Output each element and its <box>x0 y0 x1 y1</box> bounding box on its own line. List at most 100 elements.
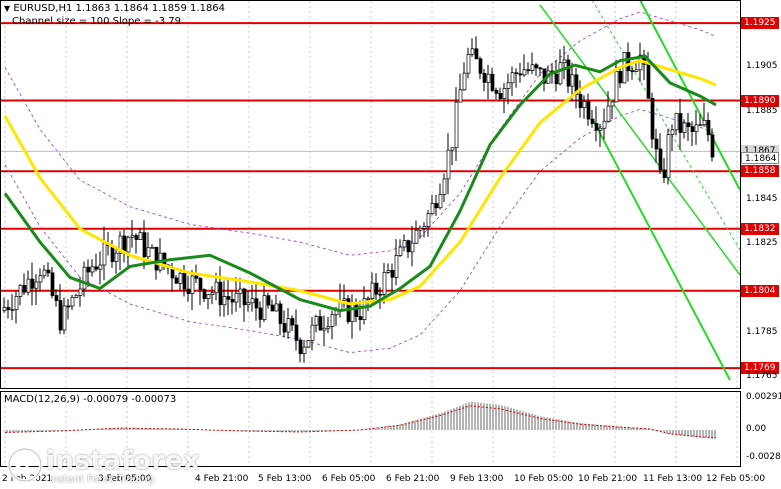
macd-bar <box>489 403 491 430</box>
candle-body <box>246 302 251 306</box>
candle-body <box>598 127 603 131</box>
macd-bar <box>441 412 443 430</box>
candle-body <box>302 346 307 355</box>
macd-bar <box>45 430 47 432</box>
macd-bar <box>480 402 482 430</box>
channel-info: Channel size = 100 Slope = -3.79 <box>12 16 181 27</box>
macd-bar <box>351 430 353 431</box>
candle-body <box>450 147 455 151</box>
time-tick: 6 Feb 21:00 <box>386 474 440 484</box>
candle-body <box>534 64 539 69</box>
candle-body <box>118 235 123 254</box>
macd-bar <box>534 414 536 430</box>
moving-averages <box>3 54 717 313</box>
candle-body <box>98 264 103 270</box>
macd-bar <box>507 407 509 430</box>
time-tick: 10 Feb 21:00 <box>578 474 638 484</box>
candle-body <box>586 101 591 120</box>
candle-body <box>190 275 195 294</box>
candle-body <box>206 294 211 300</box>
candle-body <box>382 272 387 295</box>
candle-body <box>146 247 151 258</box>
macd-bar <box>3 430 5 431</box>
candle-body <box>690 126 695 132</box>
price-pane-border <box>0 0 741 389</box>
candle-body <box>322 327 327 331</box>
candle-body <box>426 213 431 227</box>
macd-bar <box>642 428 644 430</box>
macd-bar <box>222 430 224 431</box>
macd-bar <box>243 430 245 432</box>
ma-yellow-line <box>3 59 717 306</box>
candle-body <box>506 82 511 89</box>
level-label: 1.1864 <box>741 152 779 164</box>
candle-body <box>50 272 55 296</box>
candle-body <box>234 292 239 303</box>
candle-body <box>14 296 19 310</box>
macd-bar <box>576 422 578 430</box>
macd-bar <box>669 430 671 435</box>
candle-body <box>54 295 59 301</box>
candle-body <box>34 281 39 289</box>
channel-upper <box>539 4 741 276</box>
candle-body <box>306 340 311 348</box>
macd-bar <box>273 430 275 432</box>
macd-bar <box>498 404 500 430</box>
macd-bar <box>471 401 473 430</box>
macd-bar <box>606 425 608 430</box>
macd-tick: 0.00291 <box>746 392 781 402</box>
macd-bar <box>621 426 623 430</box>
time-tick: 5 Feb 13:00 <box>258 474 312 484</box>
macd-bar <box>531 413 533 430</box>
macd-bar <box>24 430 26 433</box>
candle-body <box>290 318 295 326</box>
candle-body <box>446 149 451 180</box>
level-label: 1.1832 <box>741 222 779 235</box>
macd-bar <box>462 404 464 430</box>
macd-bar <box>429 416 431 430</box>
instaforex-watermark: instaforex Instant Forex Trading <box>6 446 200 486</box>
candle-body <box>270 304 275 312</box>
macd-bar <box>354 430 356 431</box>
macd-bar <box>90 429 92 430</box>
macd-bar <box>699 430 701 438</box>
macd-bar <box>408 422 410 430</box>
candle-body <box>474 48 479 60</box>
macd-bar <box>162 428 164 430</box>
candle-body <box>562 59 567 64</box>
candle-body <box>182 273 187 290</box>
candle-body <box>390 270 395 278</box>
macd-bar <box>315 430 317 432</box>
candle-body <box>134 235 139 240</box>
macd-bar <box>561 419 563 430</box>
candle-body <box>210 292 215 295</box>
macd-bar <box>78 430 80 431</box>
candle-body <box>354 304 359 317</box>
macd-bar <box>138 428 140 430</box>
channel-mid <box>591 0 741 251</box>
candle-body <box>250 298 255 304</box>
macd-bar <box>585 423 587 430</box>
macd-bar <box>552 418 554 430</box>
candle-body <box>70 296 75 307</box>
macd-bar <box>105 428 107 430</box>
candle-body <box>326 326 331 329</box>
candle-body <box>478 58 483 74</box>
candle-body <box>682 122 687 133</box>
candle-body <box>522 69 527 76</box>
candle-body <box>154 246 159 271</box>
macd-tick: -0.00287 <box>746 452 781 462</box>
candle-body <box>398 246 403 256</box>
candle-body <box>442 178 447 195</box>
macd-bar <box>378 427 380 430</box>
candle-body <box>482 73 487 83</box>
candle-body <box>42 269 47 277</box>
macd-bar <box>54 430 56 432</box>
candle-body <box>370 282 375 300</box>
macd-bar <box>285 430 287 432</box>
candle-body <box>486 73 491 83</box>
candle-body <box>6 307 11 311</box>
candle-body <box>618 71 623 84</box>
macd-bar <box>435 414 437 430</box>
